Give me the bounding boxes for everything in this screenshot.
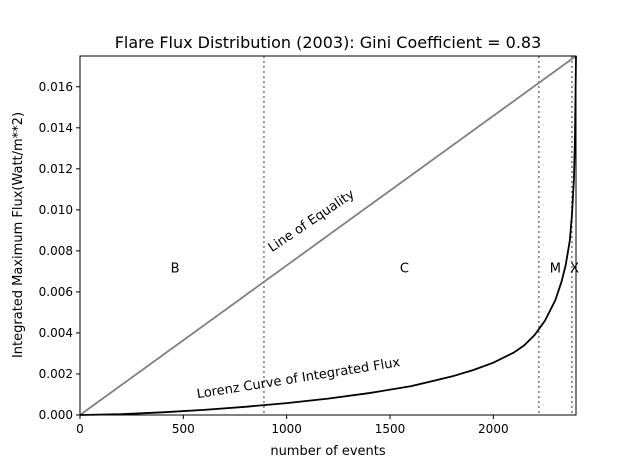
y-tick-label: 0.012 xyxy=(39,162,73,176)
x-tick-label: 2000 xyxy=(478,422,509,436)
chart-title: Flare Flux Distribution (2003): Gini Coe… xyxy=(115,33,542,52)
y-tick-label: 0.016 xyxy=(39,80,73,94)
y-tick-label: 0.006 xyxy=(39,285,73,299)
lorenz-curve xyxy=(79,55,577,416)
x-tick-label: 0 xyxy=(76,422,84,436)
y-tick-label: 0.008 xyxy=(39,244,73,258)
x-tick-label: 1500 xyxy=(375,422,406,436)
y-tick-label: 0.010 xyxy=(39,203,73,217)
equality-line xyxy=(79,55,577,416)
y-tick-label: 0.000 xyxy=(39,408,73,422)
y-tick-label: 0.014 xyxy=(39,121,73,135)
y-tick-label: 0.002 xyxy=(39,367,73,381)
class-label-m: M xyxy=(550,261,561,276)
x-tick-label: 500 xyxy=(172,422,195,436)
class-label-x: X xyxy=(570,261,579,276)
plot-frame xyxy=(79,55,577,416)
class-label-c: C xyxy=(400,261,409,276)
y-tick-label: 0.004 xyxy=(39,326,73,340)
x-axis-label: number of events xyxy=(270,444,386,459)
class-label-b: B xyxy=(171,261,180,276)
x-tick-label: 1000 xyxy=(271,422,302,436)
y-axis-label: Integrated Maximum Flux(Watt/m**2) xyxy=(11,112,26,358)
